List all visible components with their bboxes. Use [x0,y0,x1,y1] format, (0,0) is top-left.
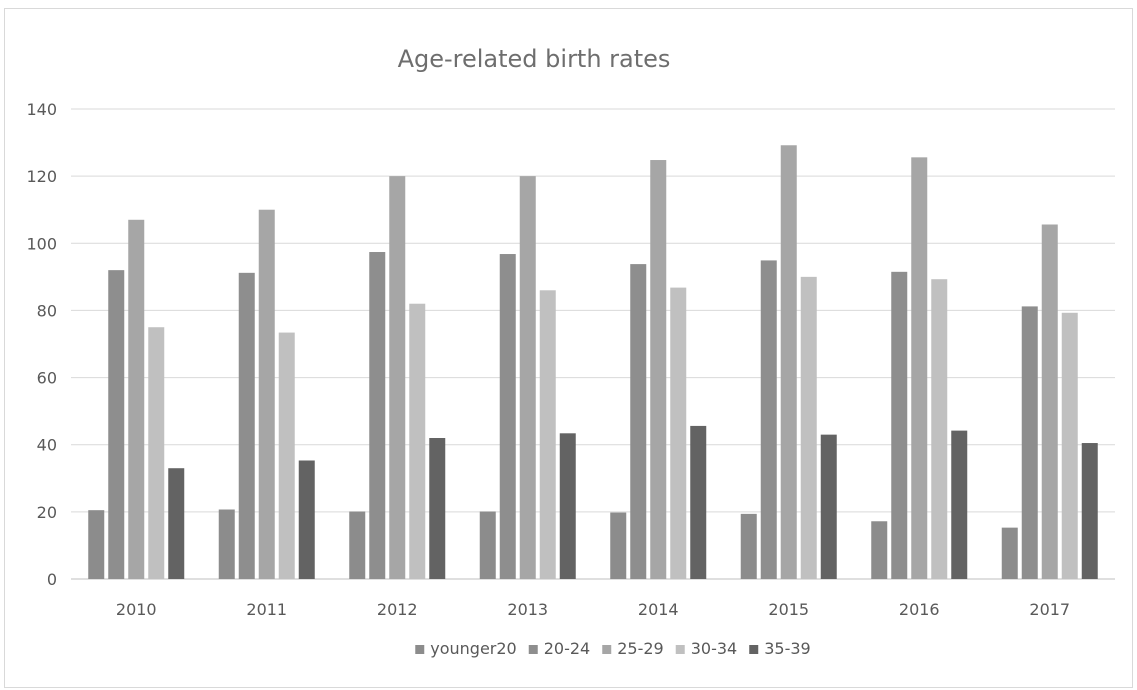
bar-25-29-2017 [1041,224,1058,579]
bar-25-29-2016 [911,157,928,580]
x-tick-label: 2010 [116,600,157,619]
bar-25-29-2012 [389,176,406,579]
bar-30-34-2011 [278,332,295,579]
bar-younger20-2016 [871,521,888,579]
bar-younger20-2012 [349,511,366,579]
bar-20-24-2010 [108,270,125,579]
legend-swatch [528,645,538,654]
bar-30-34-2016 [931,279,948,579]
y-axis-ticks: 0 20 40 60 80 100 120 140 [26,100,57,589]
bar-30-34-2014 [670,287,687,579]
chart-frame: Age-related birth rates 0 20 40 60 80 100 120 1… [4,8,1133,688]
bar-20-24-2012 [369,252,386,579]
bar-35-39-2014 [690,425,707,579]
x-tick-label: 2012 [377,600,418,619]
legend-label: 35-39 [764,639,811,658]
bar-20-24-2014 [630,264,647,579]
bar-25-29-2015 [780,145,797,579]
bar-35-39-2015 [820,434,837,579]
legend-item-20-24: 20-24 [528,639,591,658]
x-tick-label: 2013 [507,600,548,619]
bar-younger20-2010 [88,510,105,579]
legend-item-35-39: 35-39 [749,639,811,658]
y-tick-label: 120 [26,167,57,186]
bar-35-39-2010 [168,468,185,579]
bar-25-29-2011 [258,209,275,579]
bar-30-34-2010 [148,327,165,579]
x-axis-ticks: 2010 2011 2012 2013 2014 2015 2016 2017 [116,600,1070,619]
x-tick-label: 2017 [1029,600,1070,619]
bar-20-24-2016 [891,271,908,579]
bar-younger20-2015 [740,513,757,579]
bar-30-34-2013 [539,290,556,579]
bar-younger20-2014 [610,512,627,579]
bar-20-24-2015 [760,260,777,579]
bar-35-39-2012 [429,438,446,579]
bar-35-39-2016 [951,430,968,579]
x-tick-label: 2014 [638,600,679,619]
bar-younger20-2013 [479,511,496,579]
y-tick-label: 40 [37,436,57,455]
bar-35-39-2013 [559,433,576,579]
y-tick-label: 60 [37,369,57,388]
legend-item-younger20: younger20 [415,639,517,658]
bars [88,145,1098,580]
legend-swatch [602,645,612,654]
bar-younger20-2011 [218,509,235,579]
bar-30-34-2015 [800,276,817,579]
bar-25-29-2014 [650,160,667,579]
legend-swatch [415,645,425,654]
legend-label: 25-29 [617,639,664,658]
legend-swatch [749,645,759,654]
x-tick-label: 2015 [768,600,809,619]
bar-chart: Age-related birth rates 0 20 40 60 80 100 120 1… [26,45,1115,658]
x-tick-label: 2016 [899,600,940,619]
x-tick-label: 2011 [246,600,287,619]
bar-25-29-2013 [519,176,536,579]
legend-item-30-34: 30-34 [675,639,738,658]
legend-label: younger20 [430,639,516,658]
legend-item-25-29: 25-29 [602,639,664,658]
bar-20-24-2011 [238,272,255,579]
legend-swatch [675,645,685,654]
bar-20-24-2013 [499,254,516,579]
legend: younger20 20-24 25-29 30-34 35-39 [415,639,811,658]
y-tick-label: 140 [26,100,57,119]
y-tick-label: 0 [47,570,57,589]
bar-30-34-2017 [1061,312,1078,579]
bar-35-39-2011 [298,460,315,579]
bar-younger20-2017 [1001,527,1018,579]
y-tick-label: 100 [26,234,57,253]
bar-20-24-2017 [1021,306,1038,579]
bar-30-34-2012 [409,303,426,579]
bar-25-29-2010 [128,219,145,580]
bar-35-39-2017 [1081,443,1098,579]
legend-label: 30-34 [691,639,738,658]
legend-label: 20-24 [544,639,591,658]
y-tick-label: 20 [37,503,57,522]
chart-title: Age-related birth rates [398,45,671,73]
y-tick-label: 80 [37,301,57,320]
